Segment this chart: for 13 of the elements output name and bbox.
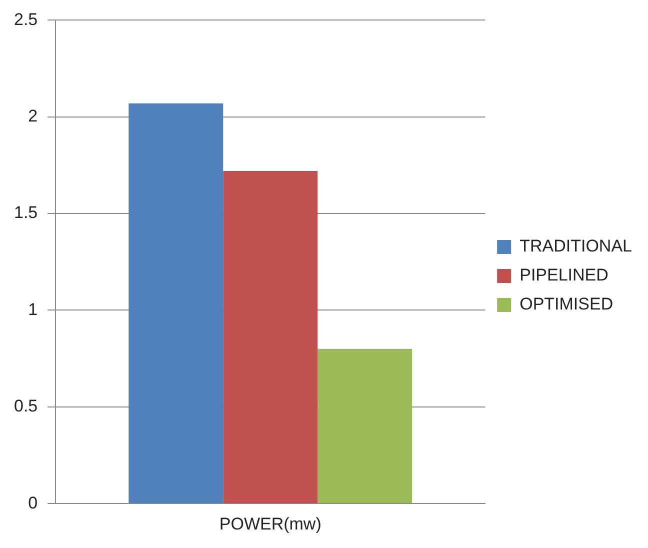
legend-label: OPTIMISED (520, 294, 614, 314)
legend-label: PIPELINED (520, 266, 608, 285)
y-tick-label: 1 (28, 300, 38, 319)
y-tick-label: 0 (28, 493, 38, 512)
legend-label: TRADITIONAL (520, 236, 632, 256)
y-tick-label: 1.5 (14, 203, 38, 222)
x-tick-label: POWER(mw) (219, 514, 322, 534)
bar (128, 103, 224, 504)
y-tick-label: 0.5 (14, 396, 38, 416)
y-tick-label: 2 (28, 106, 38, 126)
bar (318, 348, 412, 504)
bar (223, 171, 318, 504)
y-tick-label: 2.5 (14, 10, 38, 29)
